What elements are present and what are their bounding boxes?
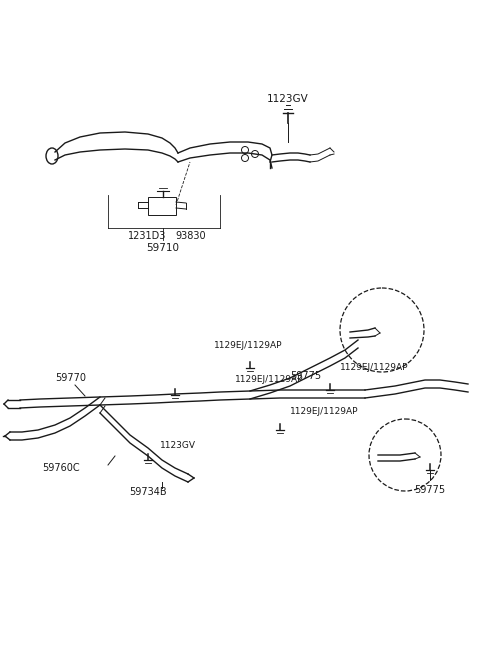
Text: 1129EJ/1129AP: 1129EJ/1129AP: [290, 407, 359, 417]
Text: 59710: 59710: [146, 243, 180, 253]
Text: 1129EJ/1129AP: 1129EJ/1129AP: [214, 340, 282, 350]
Text: 1129EJ/1129AP: 1129EJ/1129AP: [340, 363, 408, 373]
Text: 59734B: 59734B: [129, 487, 167, 497]
Bar: [148, 197, 176, 215]
Text: 93830: 93830: [175, 231, 205, 241]
Text: 59760C: 59760C: [42, 463, 80, 473]
Text: 1231D3: 1231D3: [128, 231, 167, 241]
Text: 1123GV: 1123GV: [267, 94, 309, 104]
Text: 1129EJ/1129AP: 1129EJ/1129AP: [235, 376, 303, 384]
Text: 1123GV: 1123GV: [160, 440, 196, 449]
Text: 59770: 59770: [55, 373, 86, 383]
Text: 59775: 59775: [414, 485, 445, 495]
Text: 59775: 59775: [290, 371, 321, 381]
